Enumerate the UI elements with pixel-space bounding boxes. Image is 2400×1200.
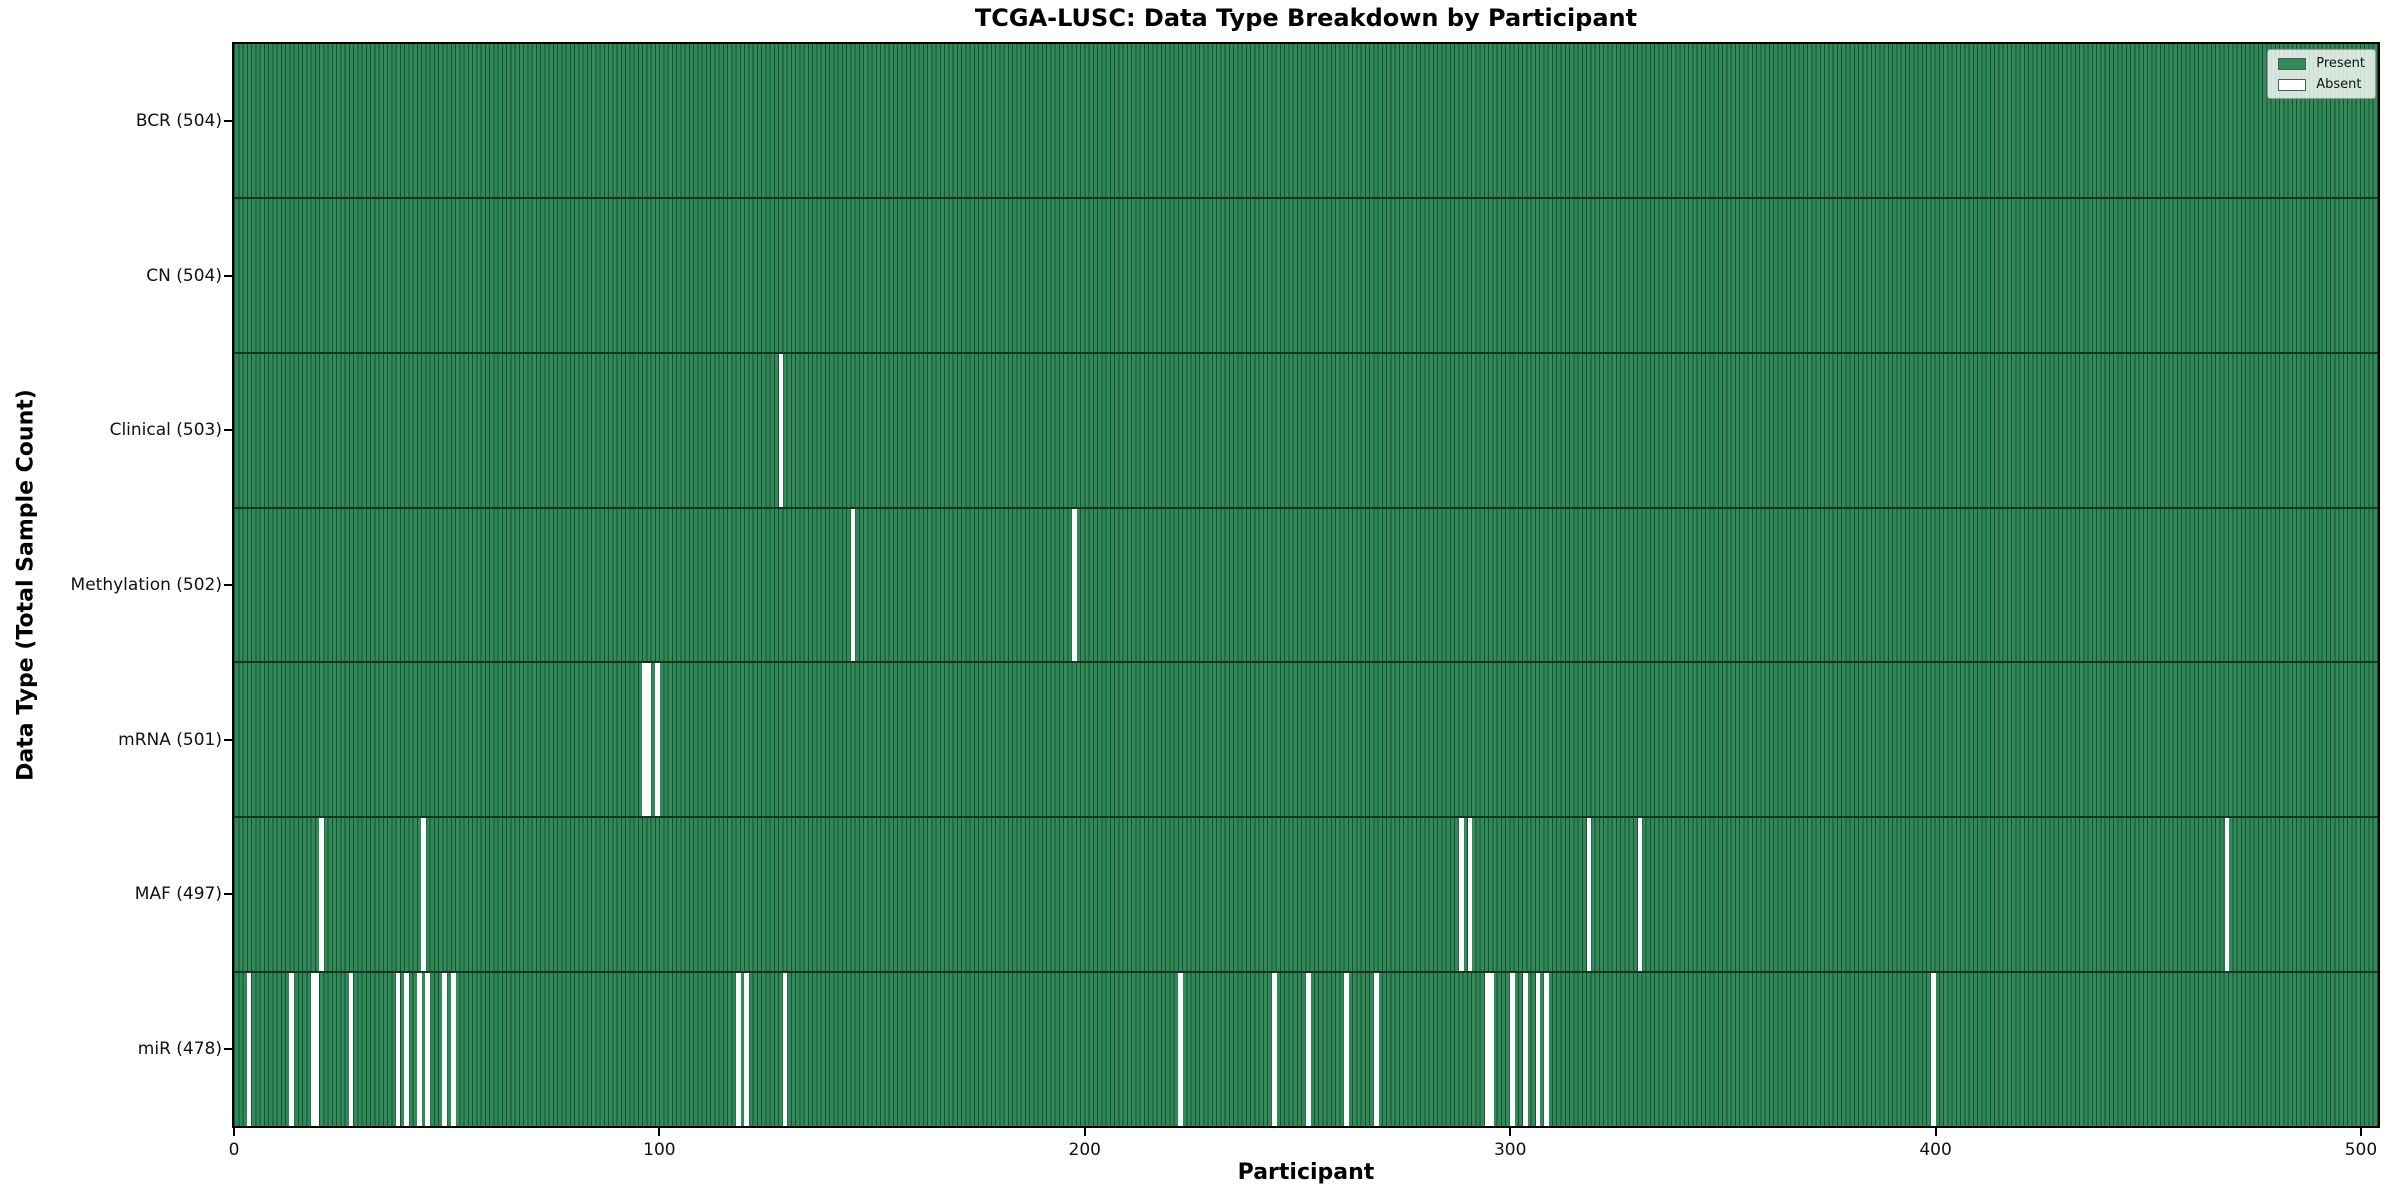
heatmap-row-cn-504 [234, 198, 2378, 354]
plot-area [232, 42, 2380, 1128]
x-tick-mark [1934, 1128, 1937, 1136]
y-tick-label: Methylation (502) [70, 575, 222, 595]
legend-label: Present [2316, 56, 2365, 71]
absent-gap [655, 663, 660, 817]
absent-gap [1467, 818, 1473, 972]
absent-gap [1484, 973, 1490, 1127]
x-tick-label: 300 [1493, 1140, 1527, 1160]
x-axis-label: Participant [1237, 1160, 1375, 1185]
absent-gap [289, 973, 294, 1127]
heatmap-row-methylation-502 [234, 508, 2378, 664]
absent-gap [744, 973, 750, 1127]
absent-gap [1510, 973, 1515, 1127]
absent-gap [314, 973, 320, 1127]
absent-gap [319, 818, 324, 972]
absent-gap [450, 973, 456, 1127]
x-tick-mark [2359, 1128, 2362, 1136]
y-tick-mark [224, 429, 232, 432]
absent-gap [425, 973, 431, 1127]
absent-gap [1931, 973, 1936, 1127]
x-tick-label: 500 [2344, 1140, 2378, 1160]
heatmap-row-bcr-504 [234, 44, 2378, 199]
absent-gap [442, 973, 448, 1127]
y-tick-label: BCR (504) [135, 111, 222, 132]
y-tick-mark [224, 584, 232, 586]
absent-gap [421, 818, 426, 972]
x-tick-mark [233, 1128, 235, 1136]
absent-gap [735, 973, 741, 1127]
absent-gap [1178, 973, 1184, 1127]
absent-gap [782, 973, 788, 1127]
absent-gap [1522, 973, 1528, 1127]
legend-item-present: Present [2278, 56, 2365, 71]
x-tick-label: 0 [228, 1140, 240, 1160]
absent-gap [1586, 818, 1592, 972]
y-tick-mark [224, 738, 232, 741]
absent-gap [1535, 973, 1541, 1127]
absent-gap [1072, 508, 1077, 662]
x-tick-label: 400 [1919, 1140, 1952, 1160]
absent-gap [642, 663, 648, 817]
y-tick-mark [224, 274, 232, 277]
legend-absent-swatch-icon [2278, 78, 2307, 91]
absent-gap [246, 973, 252, 1127]
absent-gap [416, 973, 422, 1127]
absent-gap [1306, 973, 1311, 1127]
x-tick-label: 100 [643, 1140, 676, 1160]
absent-gap [1488, 973, 1494, 1127]
legend-label: Absent [2316, 77, 2362, 92]
y-tick-label: CN (504) [146, 265, 222, 286]
x-tick-mark [1509, 1128, 1512, 1136]
x-tick-mark [1083, 1128, 1086, 1136]
heatmap-row-maf-497 [234, 818, 2378, 974]
x-tick-mark [658, 1128, 661, 1136]
y-tick-label: miR (478) [137, 1038, 222, 1059]
absent-gap [310, 973, 316, 1127]
absent-gap [646, 663, 652, 817]
absent-gap [1544, 973, 1549, 1127]
absent-gap [348, 973, 354, 1127]
chart-title: TCGA-LUSC: Data Type Breakdown by Partic… [974, 4, 1638, 32]
x-tick-label: 200 [1068, 1140, 1102, 1160]
y-tick-label: Clinical (503) [109, 420, 222, 441]
absent-gap [404, 973, 409, 1127]
y-tick-mark [224, 893, 232, 896]
y-tick-mark [224, 120, 232, 123]
heatmap-row-clinical-503 [234, 353, 2378, 509]
absent-gap [778, 353, 784, 507]
y-tick-label: mRNA (501) [118, 729, 222, 750]
y-tick-mark [224, 1047, 232, 1050]
legend: Present Absent [2267, 49, 2376, 99]
absent-gap [1637, 818, 1643, 972]
y-tick-label: MAF (497) [134, 884, 222, 905]
absent-gap [850, 508, 856, 662]
absent-gap [395, 973, 401, 1127]
absent-gap [1271, 973, 1277, 1127]
absent-gap [1374, 973, 1379, 1127]
absent-gap [1344, 973, 1349, 1127]
absent-gap [1459, 818, 1464, 972]
legend-present-swatch-icon [2278, 57, 2307, 70]
heatmap-row-mir-478 [234, 973, 2378, 1127]
heatmap-row-mrna-501 [234, 663, 2378, 819]
legend-item-absent: Absent [2278, 77, 2365, 92]
absent-gap [2224, 818, 2230, 972]
